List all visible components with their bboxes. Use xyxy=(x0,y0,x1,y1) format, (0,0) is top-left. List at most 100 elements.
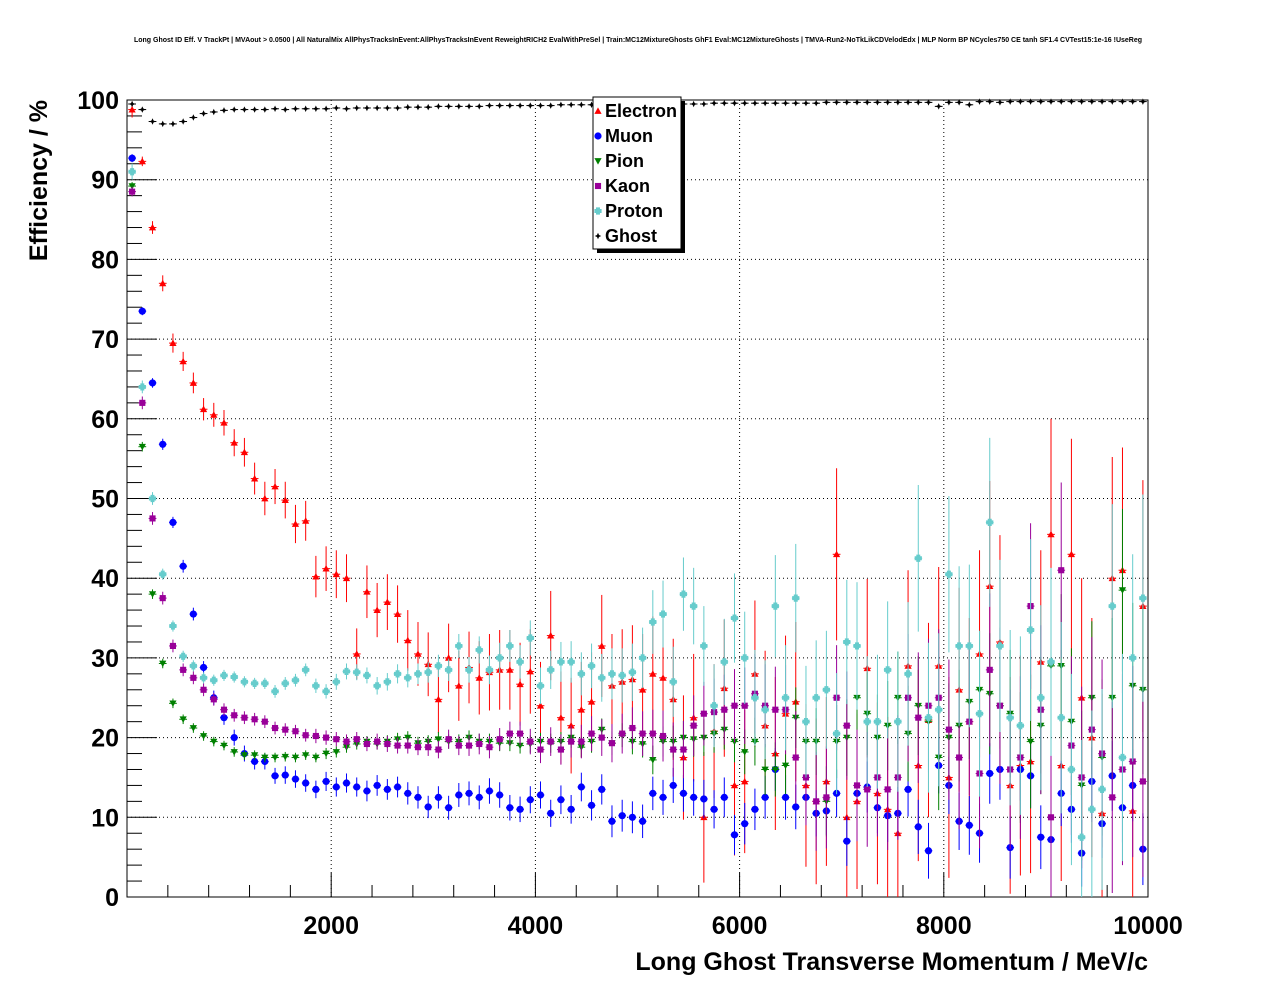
muon-point xyxy=(710,805,718,813)
kaon-point xyxy=(527,738,534,745)
muon-point xyxy=(547,809,555,817)
proton-point xyxy=(363,671,371,680)
proton-point xyxy=(526,634,534,642)
electron-point xyxy=(179,357,187,365)
muon-point xyxy=(281,771,289,779)
ghost-point xyxy=(1139,98,1147,105)
proton-point xyxy=(414,670,422,678)
electron-point xyxy=(577,706,585,713)
ghost-point xyxy=(435,103,442,110)
electron-point xyxy=(271,482,279,490)
electron-point xyxy=(526,667,534,675)
pion-point xyxy=(210,738,218,746)
proton-point xyxy=(1118,753,1127,762)
pion-point xyxy=(312,754,320,762)
kaon-point xyxy=(414,744,422,751)
ghost-point xyxy=(567,101,575,109)
y-tick-label: 100 xyxy=(77,87,119,115)
kaon-point xyxy=(271,724,279,732)
proton-point xyxy=(516,658,524,666)
proton-point xyxy=(730,614,739,622)
electron-point xyxy=(455,682,463,689)
muon-point xyxy=(271,772,279,780)
ghost-point xyxy=(1088,98,1096,105)
muon-point xyxy=(189,610,197,618)
muon-point xyxy=(618,812,626,820)
proton-point xyxy=(863,718,871,726)
proton-point xyxy=(608,670,616,678)
kaon-point xyxy=(190,674,197,681)
x-axis-title: Long Ghost Transverse Momentum / MeV/c xyxy=(635,948,1148,976)
electron-point xyxy=(373,606,381,613)
ghost-point xyxy=(935,103,942,110)
electron-point xyxy=(342,574,351,582)
ghost-point xyxy=(139,106,146,113)
ghost-point xyxy=(741,99,748,107)
electron-point xyxy=(536,702,545,709)
ghost-point xyxy=(373,104,381,112)
proton-point xyxy=(741,654,749,662)
proton-point xyxy=(332,678,340,686)
kaon-point xyxy=(772,706,779,713)
electron-point xyxy=(383,598,391,605)
proton-point xyxy=(271,687,279,695)
ghost-point xyxy=(823,99,830,106)
muon-point xyxy=(577,783,585,791)
kaon-point xyxy=(159,595,166,602)
electron-point xyxy=(547,631,555,639)
ghost-point xyxy=(904,99,912,106)
ghost-point xyxy=(772,99,779,107)
muon-point xyxy=(363,787,371,795)
kaon-point xyxy=(557,746,564,753)
ghost-point xyxy=(863,99,871,106)
pion-point xyxy=(179,716,187,723)
kaon-point xyxy=(864,786,871,793)
y-axis-title: Efficiency / % xyxy=(25,100,53,261)
pion-point xyxy=(1026,738,1035,746)
proton-point xyxy=(455,642,463,650)
muon-point xyxy=(506,804,514,812)
ghost-point xyxy=(1027,98,1034,105)
muon-point xyxy=(199,663,208,672)
kaon-point xyxy=(363,740,370,748)
muon-point xyxy=(128,154,136,162)
pion-point xyxy=(1118,587,1127,594)
proton-point xyxy=(128,168,136,176)
proton-point xyxy=(1098,785,1106,794)
electron-point xyxy=(649,670,657,677)
proton-point xyxy=(679,590,688,598)
pion-point xyxy=(271,754,279,762)
x-tick-label: 2000 xyxy=(303,912,359,940)
kaon-point xyxy=(282,726,289,733)
proton-point xyxy=(496,654,504,662)
muon-point xyxy=(353,783,361,791)
electron-point xyxy=(639,686,647,693)
proton-point xyxy=(577,670,585,678)
electron-point xyxy=(1047,530,1055,538)
muon-point xyxy=(342,779,351,787)
proton-point xyxy=(1078,833,1086,841)
ghost-point xyxy=(833,99,840,106)
ghost-point xyxy=(884,99,891,106)
muon-point xyxy=(230,734,238,742)
proton-point xyxy=(138,383,146,391)
muon-point xyxy=(730,831,739,839)
pion-point xyxy=(281,753,289,761)
ghost-point xyxy=(302,105,309,113)
kaon-point xyxy=(629,724,636,732)
kaon-point xyxy=(445,736,452,743)
muon-point xyxy=(475,793,483,801)
ghost-point xyxy=(1006,98,1014,105)
ghost-point xyxy=(1098,98,1106,105)
pion-point xyxy=(251,752,259,759)
ghost-point xyxy=(455,103,463,110)
ghost-point xyxy=(506,102,514,109)
legend-label-electron: Electron xyxy=(605,101,677,121)
ghost-point xyxy=(220,107,228,114)
kaon-point xyxy=(129,188,136,195)
proton-point xyxy=(251,679,259,688)
muon-point xyxy=(567,805,575,813)
muon-point xyxy=(485,787,494,795)
ghost-point xyxy=(1078,98,1085,105)
kaon-point xyxy=(853,782,861,789)
